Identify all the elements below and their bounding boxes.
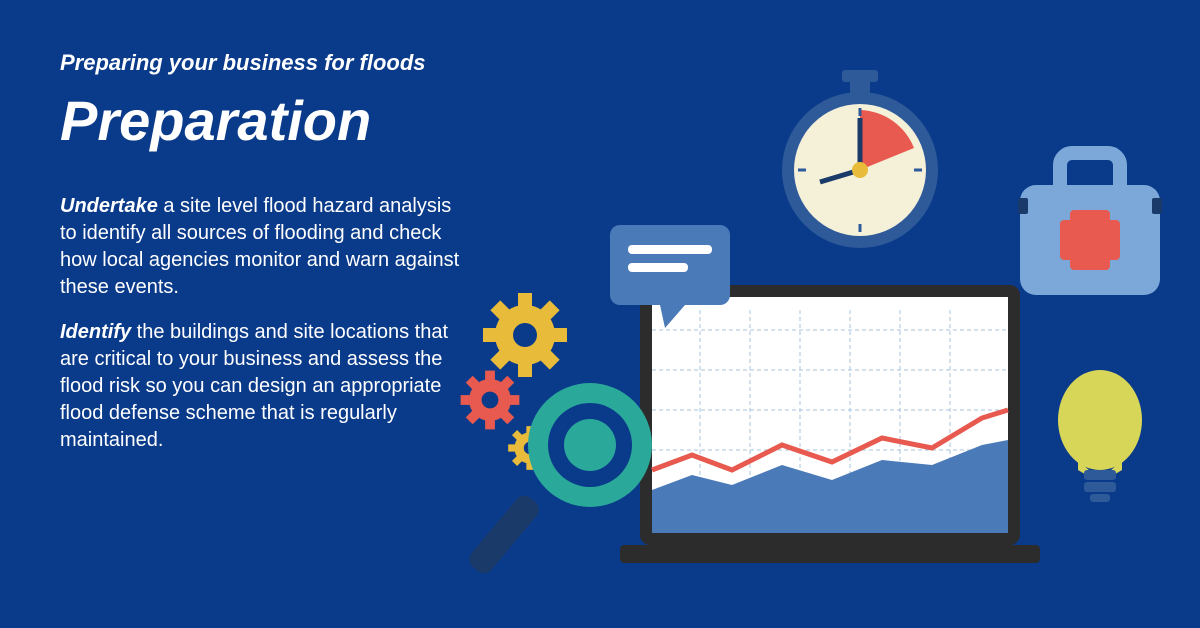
gear-yellow-large-icon	[466, 276, 585, 395]
paragraph-1-lead: Undertake	[60, 195, 158, 217]
page-subtitle: Preparing your business for floods	[60, 50, 480, 76]
paragraph-2: Identify the buildings and site location…	[60, 319, 460, 454]
laptop-icon	[620, 285, 1040, 563]
paragraph-1: Undertake a site level flood hazard anal…	[60, 193, 460, 301]
infographic-illustration	[460, 70, 1180, 610]
first-aid-icon	[1018, 153, 1162, 295]
paragraph-2-lead: Identify	[60, 321, 131, 343]
stopwatch-icon	[782, 70, 938, 248]
lightbulb-icon	[1058, 370, 1142, 502]
page-title: Preparation	[60, 88, 480, 153]
